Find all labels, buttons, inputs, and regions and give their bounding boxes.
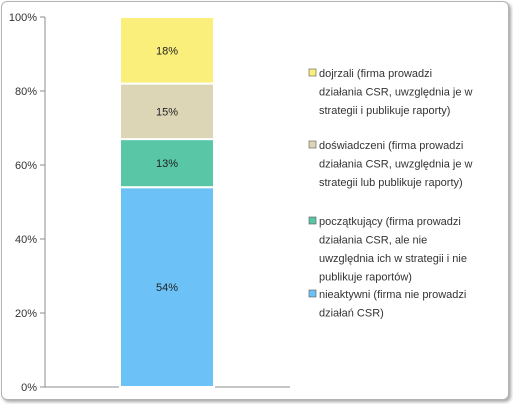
legend-entry: doświadczeni (firma prowadzi xyxy=(319,140,463,152)
y-tick-label: 0% xyxy=(21,382,37,394)
legend-swatch xyxy=(308,140,317,149)
y-tick-label: 80% xyxy=(15,86,37,98)
legend-entry: uwzględnia ich w strategii i nie xyxy=(319,253,467,265)
data-label: 18% xyxy=(156,45,178,57)
data-label: 54% xyxy=(156,282,178,294)
chart-frame xyxy=(1,1,509,400)
y-tick-label: 60% xyxy=(15,160,37,172)
legend-entry: nieaktywni (firma nie prowadzi xyxy=(319,289,466,301)
y-tick-label: 20% xyxy=(15,308,37,320)
legend-entry: strategii i publikuje raporty) xyxy=(319,105,450,117)
legend-entry: działania CSR, uwzględnia je w xyxy=(319,87,473,99)
y-tick-label: 100% xyxy=(9,12,37,24)
data-label: 15% xyxy=(156,106,178,118)
bar-segment xyxy=(119,138,215,189)
legend-entry: strategii lub publikuje raporty) xyxy=(319,177,463,189)
bar-segment xyxy=(119,16,215,85)
legend-swatch xyxy=(308,216,317,225)
legend-entry: publikuje raportów) xyxy=(319,272,412,284)
legend-entry: działania CSR, uwzględnia je w xyxy=(319,159,473,171)
legend-entry: działań CSR) xyxy=(319,308,384,320)
bar-segment xyxy=(119,186,215,388)
y-tick-label: 40% xyxy=(15,234,37,246)
legend-entry: działania CSR, ale nie xyxy=(319,235,427,247)
legend-entry: dojrzali (firma prowadzi xyxy=(319,68,432,80)
legend-entry: początkujący (firma prowadzi xyxy=(319,216,461,228)
legend-swatch xyxy=(308,289,317,298)
legend-swatch xyxy=(308,68,317,77)
data-label: 13% xyxy=(156,158,178,170)
